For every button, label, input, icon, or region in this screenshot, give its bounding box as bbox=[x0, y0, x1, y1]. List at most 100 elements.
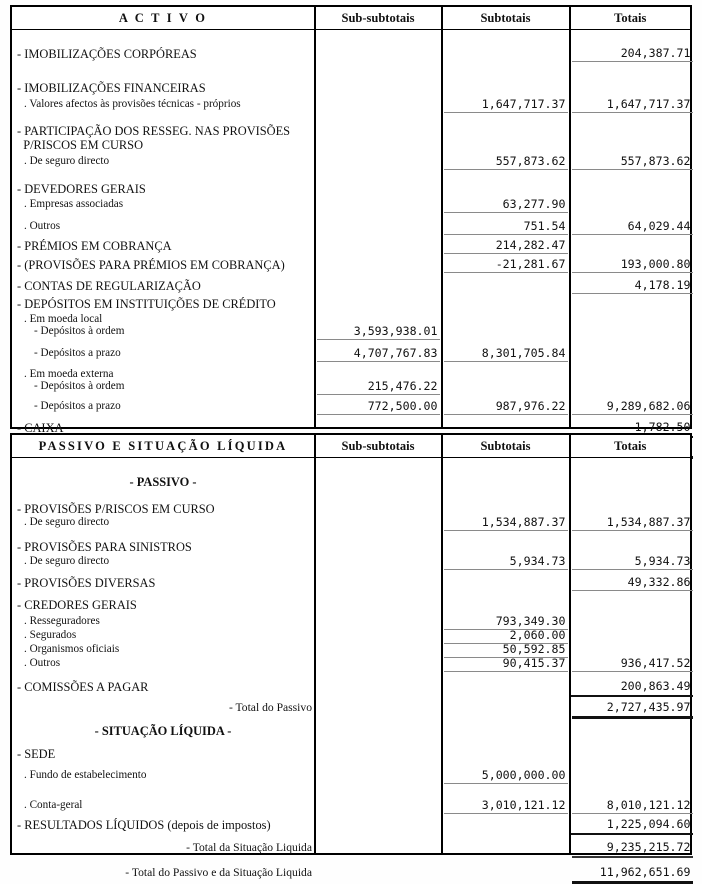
row-label: . Outros bbox=[24, 657, 61, 669]
column-divider-2 bbox=[441, 435, 443, 853]
value-underline bbox=[444, 657, 568, 658]
row-label: - Total da Situação Liquida bbox=[186, 841, 312, 854]
row-label: - PROVISÕES PARA SINISTROS bbox=[17, 540, 192, 554]
row-label: . Segurados bbox=[24, 629, 77, 641]
activo-header-totais: Totais bbox=[614, 10, 647, 25]
row-value-tot: 4,178.19 bbox=[634, 278, 691, 292]
row-value-sub: 2,060.00 bbox=[509, 628, 566, 642]
value-underline bbox=[572, 414, 693, 415]
row-label: . Resseguradores bbox=[24, 615, 100, 627]
value-underline bbox=[572, 169, 693, 170]
row-value-tot: 1,534,887.37 bbox=[606, 515, 691, 529]
value-underline bbox=[444, 629, 568, 630]
total-rule-top bbox=[570, 695, 693, 697]
passivo-header-subtotais: Subtotais bbox=[480, 438, 531, 453]
row-value-sub: 793,349.30 bbox=[495, 614, 566, 628]
row-value-tot: 1,782.50 bbox=[634, 420, 691, 434]
total-rule bbox=[572, 856, 693, 858]
grand-total-rule bbox=[572, 881, 693, 884]
row-label: - PROVISÕES P/RISCOS EM CURSO bbox=[17, 502, 215, 516]
row-label: . Em moeda externa bbox=[24, 368, 114, 380]
row-label: - SITUAÇÃO LÍQUIDA - bbox=[94, 724, 232, 738]
row-value-sub: 5,000,000.00 bbox=[481, 768, 566, 782]
grand-total-rule bbox=[572, 716, 693, 719]
row-value-tot: 1,647,717.37 bbox=[606, 97, 691, 111]
row-value-ssub: 4,707,767.83 bbox=[353, 346, 438, 360]
passivo-rows: - PASSIVO - - PROVISÕES P/RISCOS EM CURSO… bbox=[12, 457, 693, 884]
value-underline bbox=[444, 643, 568, 644]
row-label: - Total do Passivo e da Situação Liquida bbox=[125, 866, 312, 879]
value-underline bbox=[317, 361, 440, 362]
column-divider-3 bbox=[569, 435, 571, 853]
row-label: - DEVEDORES GERAIS bbox=[17, 182, 146, 196]
row-label: . Conta-geral bbox=[24, 799, 83, 811]
activo-table: A C T I V O Sub-subtotais Subtotais Tota… bbox=[10, 5, 693, 459]
row-label: . De seguro directo bbox=[24, 516, 110, 528]
value-underline bbox=[572, 272, 693, 273]
value-underline bbox=[444, 361, 568, 362]
row-label: . De seguro directo bbox=[24, 555, 110, 567]
row-label: - (PROVISÕES PARA PRÉMIOS EM COBRANÇA) bbox=[17, 258, 285, 272]
row-value-sub: 63,277.90 bbox=[502, 197, 566, 211]
row-value-sub: 8,301,705.84 bbox=[481, 346, 566, 360]
passivo-header-label: PASSIVO E SITUAÇÃO LÍQUIDA bbox=[38, 438, 288, 453]
row-value-sub: -21,281.67 bbox=[495, 257, 566, 271]
value-underline bbox=[317, 414, 440, 415]
value-underline bbox=[572, 813, 693, 814]
value-underline bbox=[572, 293, 693, 294]
value-underline bbox=[572, 590, 693, 591]
value-underline bbox=[572, 530, 693, 531]
column-divider-1 bbox=[314, 435, 316, 853]
row-value-tot: 200,863.49 bbox=[620, 679, 691, 693]
row-label: - Depósitos à ordem bbox=[34, 380, 125, 392]
row-label: - PRÉMIOS EM COBRANÇA bbox=[17, 239, 172, 253]
row-value-tot: 9,235,215.72 bbox=[606, 840, 691, 854]
row-label: - Total do Passivo bbox=[228, 701, 312, 714]
row-value-tot: 193,000.80 bbox=[620, 257, 691, 271]
row-label: . Em moeda local bbox=[24, 313, 103, 325]
value-underline bbox=[444, 234, 568, 235]
row-value-tot: 1,225,094.60 bbox=[606, 817, 691, 831]
activo-header-label: A C T I V O bbox=[118, 10, 208, 25]
value-underline bbox=[444, 783, 568, 784]
value-underline bbox=[444, 212, 568, 213]
row-label: . Outros bbox=[24, 220, 61, 232]
row-value-sub: 3,010,121.12 bbox=[481, 798, 566, 812]
row-value-ssub: 215,476.22 bbox=[367, 379, 438, 393]
value-underline bbox=[317, 394, 440, 395]
value-underline bbox=[572, 569, 693, 570]
row-label: - CONTAS DE REGULARIZAÇÃO bbox=[17, 279, 201, 293]
value-underline bbox=[444, 253, 568, 254]
value-underline bbox=[444, 112, 568, 113]
column-divider-2 bbox=[441, 7, 443, 427]
row-value-tot: 9,289,682.06 bbox=[606, 399, 691, 413]
value-underline bbox=[444, 671, 568, 672]
row-label: . Fundo de estabelecimento bbox=[24, 769, 147, 781]
row-value-tot: 557,873.62 bbox=[620, 154, 691, 168]
passivo-header-totais: Totais bbox=[614, 438, 647, 453]
value-underline bbox=[444, 272, 568, 273]
row-label: - PARTICIPAÇÃO DOS RESSEG. NAS PROVISÕES bbox=[17, 124, 291, 138]
row-value-sub: 5,934.73 bbox=[509, 554, 566, 568]
passivo-header-sub-subtotais: Sub-subtotais bbox=[341, 438, 415, 453]
row-label: P/RISCOS EM CURSO bbox=[17, 138, 144, 152]
value-underline bbox=[444, 169, 568, 170]
row-label: - RESULTADOS LÍQUIDOS (depois de imposto… bbox=[17, 818, 271, 832]
row-label: . De seguro directo bbox=[24, 155, 110, 167]
row-label: - Depósitos a prazo bbox=[34, 347, 121, 359]
row-label: - COMISSÕES A PAGAR bbox=[17, 680, 149, 694]
row-value-tot: 2,727,435.97 bbox=[606, 700, 691, 714]
activo-header-subtotais: Subtotais bbox=[480, 10, 531, 25]
value-underline bbox=[572, 112, 693, 113]
value-underline bbox=[444, 569, 568, 570]
value-underline bbox=[444, 530, 568, 531]
row-label: . Organismos oficiais bbox=[24, 643, 120, 655]
passivo-table: PASSIVO E SITUAÇÃO LÍQUIDA Sub-subtotais… bbox=[10, 433, 693, 884]
value-underline bbox=[572, 671, 693, 672]
row-label: - CREDORES GERAIS bbox=[17, 598, 137, 612]
row-label: - Depósitos a prazo bbox=[34, 400, 121, 412]
balance-sheet-page: A C T I V O Sub-subtotais Subtotais Tota… bbox=[10, 5, 693, 884]
row-value-sub: 1,647,717.37 bbox=[481, 97, 566, 111]
row-label: . Empresas associadas bbox=[24, 198, 124, 210]
row-value-ssub: 772,500.00 bbox=[367, 399, 438, 413]
